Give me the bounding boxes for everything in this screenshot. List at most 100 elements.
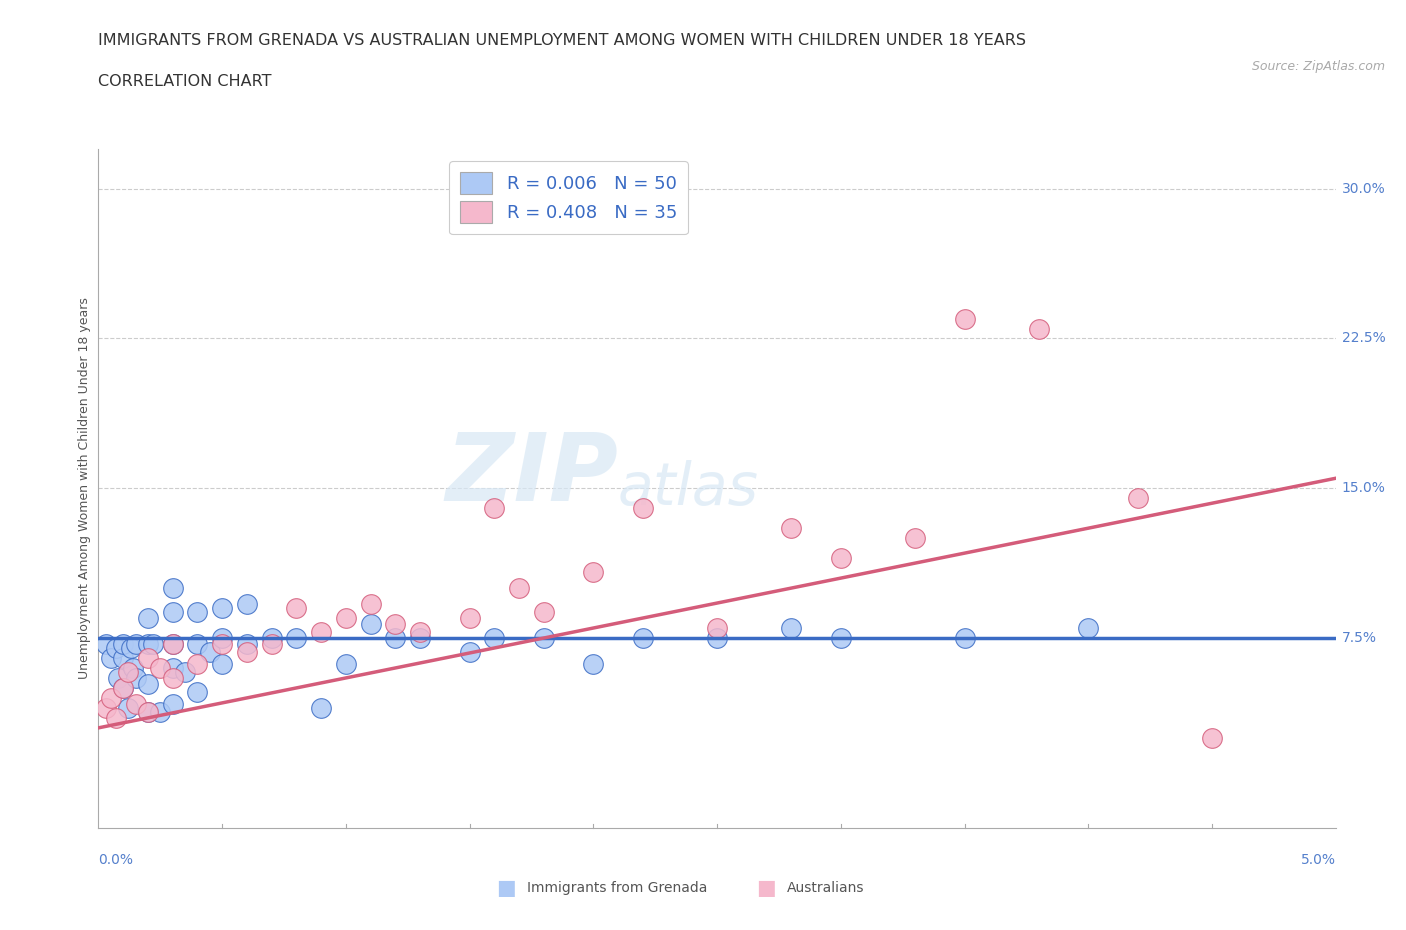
Point [174,665,197,680]
Point [706,620,728,635]
Point [211,636,233,651]
Point [211,631,233,645]
Text: CORRELATION CHART: CORRELATION CHART [98,74,271,89]
Point [162,697,184,711]
Point [162,636,184,651]
Point [100,690,122,705]
Text: Immigrants from Grenada: Immigrants from Grenada [527,881,707,896]
Point [117,665,139,680]
Point [236,636,259,651]
Point [360,597,382,612]
Point [631,500,654,515]
Text: 22.5%: 22.5% [1341,331,1386,345]
Point [124,697,146,711]
Point [162,580,184,595]
Point [631,631,654,645]
Point [384,631,406,645]
Point [285,601,308,616]
Point [484,500,506,515]
Point [136,636,159,651]
Point [1126,491,1149,506]
Point [335,657,357,671]
Point [107,671,129,685]
Point [384,617,406,631]
Text: ■: ■ [496,878,516,898]
Point [186,636,208,651]
Point [953,312,976,326]
Point [1077,620,1099,635]
Point [162,660,184,675]
Text: 7.5%: 7.5% [1341,631,1376,645]
Point [186,684,208,699]
Point [458,644,481,659]
Point [162,636,184,651]
Text: atlas: atlas [619,459,759,517]
Text: 5.0%: 5.0% [1301,854,1336,868]
Point [409,631,432,645]
Point [830,551,852,565]
Point [1201,730,1223,745]
Point [186,604,208,619]
Point [136,676,159,691]
Point [484,631,506,645]
Point [309,700,332,715]
Point [780,620,803,635]
Point [104,711,127,725]
Point [112,636,135,651]
Point [149,704,172,719]
Point [112,681,135,696]
Point [149,660,172,675]
Point [124,671,146,685]
Point [100,651,122,666]
Point [335,611,357,626]
Point [112,681,135,696]
Point [124,636,146,651]
Point [162,671,184,685]
Point [953,631,976,645]
Text: IMMIGRANTS FROM GRENADA VS AUSTRALIAN UNEMPLOYMENT AMONG WOMEN WITH CHILDREN UND: IMMIGRANTS FROM GRENADA VS AUSTRALIAN UN… [98,33,1026,47]
Point [142,636,165,651]
Legend: R = 0.006   N = 50, R = 0.408   N = 35: R = 0.006 N = 50, R = 0.408 N = 35 [449,161,688,234]
Point [136,704,159,719]
Text: 15.0%: 15.0% [1341,481,1386,496]
Y-axis label: Unemployment Among Women with Children Under 18 years: Unemployment Among Women with Children U… [79,298,91,679]
Text: Australians: Australians [787,881,865,896]
Point [236,597,259,612]
Point [236,644,259,659]
Point [211,657,233,671]
Text: 0.0%: 0.0% [98,854,134,868]
Point [285,631,308,645]
Point [112,651,135,666]
Point [136,651,159,666]
Text: ZIP: ZIP [446,429,619,521]
Point [260,636,283,651]
Point [830,631,852,645]
Point [162,604,184,619]
Point [260,631,283,645]
Point [94,700,117,715]
Point [117,700,139,715]
Point [198,644,221,659]
Point [780,521,803,536]
Point [508,580,530,595]
Point [186,657,208,671]
Text: ■: ■ [756,878,776,898]
Point [211,601,233,616]
Point [122,660,145,675]
Point [1028,321,1050,336]
Point [409,625,432,640]
Text: 30.0%: 30.0% [1341,181,1386,195]
Point [706,631,728,645]
Point [120,641,142,656]
Point [94,636,117,651]
Point [582,565,605,579]
Point [309,625,332,640]
Point [136,704,159,719]
Point [136,611,159,626]
Point [360,617,382,631]
Point [458,611,481,626]
Point [533,631,555,645]
Point [904,531,927,546]
Point [533,604,555,619]
Point [104,641,127,656]
